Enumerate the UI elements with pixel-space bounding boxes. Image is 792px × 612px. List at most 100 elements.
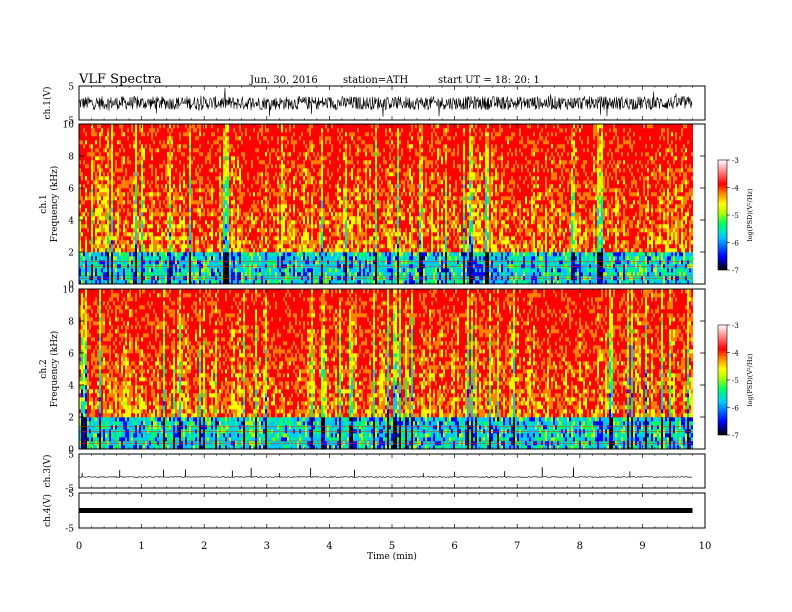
spectrogram-cell [99,280,101,285]
spectrogram-cell [111,152,113,157]
spectrogram-cell [191,180,193,185]
spectrogram-cell [119,192,121,197]
spectrogram-cell [233,260,235,265]
spectrogram-cell [311,216,313,221]
spectrogram-cell [143,172,145,177]
spectrogram-cell [181,148,183,153]
spectrogram-cell [201,204,203,209]
spectrogram-cell [239,124,241,129]
spectrogram-cell [233,212,235,217]
spectrogram-cell [299,128,301,133]
spectrogram-cell [311,192,313,197]
spectrogram-cell [283,268,285,273]
spectrogram-cell [227,160,229,165]
spectrogram-cell [257,220,259,225]
spectrogram-cell [245,208,247,213]
spectrogram-cell [311,252,313,257]
spectrogram-cell [321,268,323,273]
spectrogram-cell [205,152,207,157]
spectrogram-cell [125,220,127,225]
spectrogram-cell [185,172,187,177]
spectrogram-cell [115,280,117,285]
spectrogram-cell [255,256,257,261]
spectrogram-cell [229,176,231,181]
spectrogram-cell [195,248,197,253]
spectrogram-cell [105,272,107,277]
spectrogram-cell [213,244,215,249]
spectrogram-cell [265,124,267,129]
spectrogram-cell [273,148,275,153]
spectrogram-cell [209,268,211,273]
spectrogram-cell [175,184,177,189]
spectrogram-cell [195,268,197,273]
spectrogram-cell [147,252,149,257]
spectrogram-cell [239,188,241,193]
spectrogram-cell [159,220,161,225]
spectrogram-cell [289,224,291,229]
spectrogram-cell [137,188,139,193]
spectrogram-cell [187,240,189,245]
spectrogram-cell [207,132,209,137]
spectrogram-cell [129,256,131,261]
spectrogram-cell [249,184,251,189]
spectrogram-cell [137,208,139,213]
spectrogram-cell [109,248,111,253]
spectrogram-cell [187,148,189,153]
spectrogram-cell [285,212,287,217]
spectrogram-cell [223,168,225,173]
spectrogram-cell [113,152,115,157]
spectrogram-cell [185,188,187,193]
spectrogram-cell [251,220,253,225]
spectrogram-cell [87,244,89,249]
spectrogram-cell [235,132,237,137]
spectrogram-cell [141,164,143,169]
spectrogram-cell [83,272,85,277]
spectrogram-cell [121,132,123,137]
spectrogram-cell [231,224,233,229]
spectrogram-cell [295,248,297,253]
spectrogram-cell [99,128,101,133]
spectrogram-cell [161,196,163,201]
spectrogram-cell [237,184,239,189]
spectrogram-cell [171,220,173,225]
spectrogram-cell [101,240,103,245]
spectrogram-cell [143,176,145,181]
spectrogram-cell [157,164,159,169]
plot-title: VLF Spectra [79,72,162,87]
spectrogram-cell [189,156,191,161]
spectrogram-cell [163,152,165,157]
spectrogram-cell [251,156,253,161]
spectrogram-cell [139,164,141,169]
spectrogram-cell [187,280,189,285]
spectrogram-cell [123,236,125,241]
spectrogram-cell [103,148,105,153]
spectrogram-cell [149,132,151,137]
spectrogram-cell [253,140,255,145]
spectrogram-cell [199,164,201,169]
spectrogram-cell [105,176,107,181]
spectrogram-cell [133,124,135,129]
spectrogram-cell [119,128,121,133]
spectrogram-cell [175,172,177,177]
spectrogram-cell [223,160,225,165]
spectrogram-cell [265,204,267,209]
spectrogram-cell [133,200,135,205]
spectrogram-cell [235,128,237,133]
spectrogram-cell [301,168,303,173]
spectrogram-cell [273,196,275,201]
spectrogram-cell [175,164,177,169]
spectrogram-cell [103,244,105,249]
spectrogram-cell [261,252,263,257]
spectrogram-cell [301,280,303,285]
spectrogram-cell [145,132,147,137]
spectrogram-cell [225,248,227,253]
spectrogram-cell [111,160,113,165]
spectrogram-cell [179,164,181,169]
spectrogram-cell [191,252,193,257]
spectrogram-cell [275,216,277,221]
spectrogram-cell [289,240,291,245]
spectrogram-cell [253,168,255,173]
spectrogram-cell [217,180,219,185]
spectrogram-cell [301,180,303,185]
spectrogram-cell [139,172,141,177]
